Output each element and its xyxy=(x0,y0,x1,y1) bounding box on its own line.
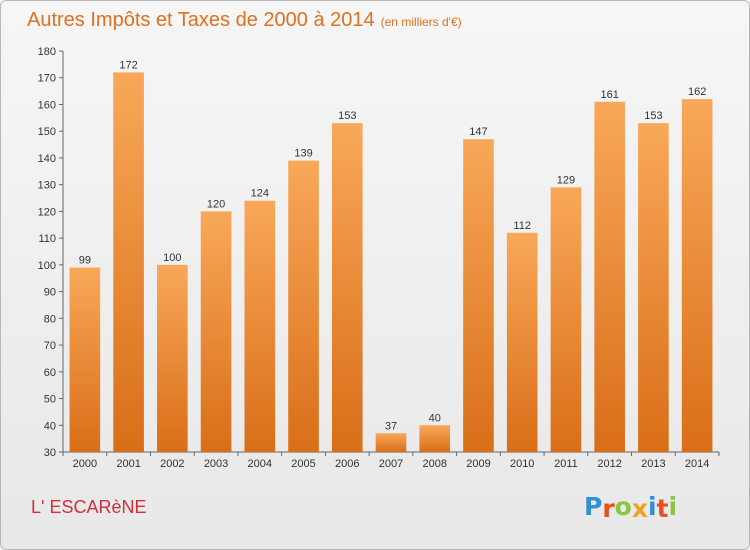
bar xyxy=(113,72,144,453)
y-tick-label: 60 xyxy=(44,367,56,379)
chart-title: Autres Impôts et Taxes de 2000 à 2014 (en… xyxy=(27,9,462,32)
bar xyxy=(550,187,582,452)
bar xyxy=(375,433,407,452)
bar xyxy=(288,160,319,452)
bar xyxy=(331,123,363,453)
logo-letter: P xyxy=(584,492,603,521)
bar-value-label: 139 xyxy=(294,148,312,160)
logo-letter: t xyxy=(656,494,669,523)
x-tick-label: 2003 xyxy=(204,458,228,470)
y-tick-label: 80 xyxy=(44,313,56,325)
bar xyxy=(594,101,625,452)
bar-value-label: 147 xyxy=(469,126,487,138)
bar xyxy=(200,211,232,452)
y-tick-label: 70 xyxy=(44,340,56,352)
bar-value-label: 99 xyxy=(79,255,91,267)
bars: 99 172 100 120 124 139 153 37 40 147 112 129 161 153 1… xyxy=(69,59,713,453)
bar-value-label: 124 xyxy=(251,188,269,200)
y-tick-label: 170 xyxy=(38,73,56,85)
bar xyxy=(638,123,669,453)
bar xyxy=(419,425,451,452)
x-tick-label: 2013 xyxy=(641,458,665,470)
y-tick-label: 180 xyxy=(38,46,56,58)
x-tick-label: 2010 xyxy=(510,458,534,470)
bar-value-label: 112 xyxy=(513,220,531,232)
x-tick-label: 2002 xyxy=(160,458,184,470)
y-tick-label: 110 xyxy=(38,233,56,245)
bar-value-label: 162 xyxy=(688,86,706,98)
y-tick-label: 50 xyxy=(44,394,56,406)
logo-letter: x xyxy=(631,494,648,523)
y-tick-label: 30 xyxy=(44,447,56,459)
x-tick-label: 2007 xyxy=(379,458,403,470)
bar-value-label: 153 xyxy=(644,110,662,122)
x-tick-label: 2004 xyxy=(248,458,272,470)
bar-value-label: 100 xyxy=(163,252,181,264)
logo-letter: i xyxy=(648,492,657,521)
x-tick-label: 2011 xyxy=(554,458,578,470)
bar-value-label: 40 xyxy=(429,412,441,424)
proxiti-logo: Proxiti xyxy=(584,492,678,523)
x-tick-label: 2000 xyxy=(73,458,97,470)
chart-title-text: Autres Impôts et Taxes de 2000 à 2014 xyxy=(27,9,375,31)
bar-value-label: 37 xyxy=(385,420,397,432)
x-tick-label: 2008 xyxy=(422,458,446,470)
x-tick-label: 2006 xyxy=(335,458,359,470)
logo-letter: r xyxy=(602,494,615,523)
bar xyxy=(244,200,276,452)
x-tick-label: 2005 xyxy=(291,458,315,470)
y-tick-label: 100 xyxy=(38,260,56,272)
bar-value-label: 120 xyxy=(207,198,225,210)
y-tick-label: 90 xyxy=(44,287,56,299)
bar xyxy=(157,264,188,452)
bar xyxy=(69,267,101,452)
bar xyxy=(681,99,713,453)
bar-value-label: 172 xyxy=(119,59,137,71)
x-tick-label: 2001 xyxy=(116,458,140,470)
logo-letter: o xyxy=(614,492,632,521)
y-tick-label: 120 xyxy=(38,206,56,218)
bar-value-label: 161 xyxy=(600,89,618,101)
logo-letter: i xyxy=(668,492,678,521)
x-tick-label: 2009 xyxy=(466,458,490,470)
chart-unit: (en milliers d'€) xyxy=(380,15,462,29)
y-tick-label: 130 xyxy=(38,180,56,192)
bar-value-label: 129 xyxy=(557,174,575,186)
bar-value-label: 153 xyxy=(338,110,356,122)
bar xyxy=(463,139,494,452)
bar xyxy=(506,232,538,452)
y-tick-label: 150 xyxy=(38,126,56,138)
x-tick-label: 2014 xyxy=(685,458,709,470)
y-tick-label: 140 xyxy=(38,153,56,165)
y-tick-label: 40 xyxy=(44,420,56,432)
commune-name: L' ESCARèNE xyxy=(31,497,147,517)
y-tick-label: 160 xyxy=(38,99,56,111)
x-tick-label: 2012 xyxy=(597,458,621,470)
